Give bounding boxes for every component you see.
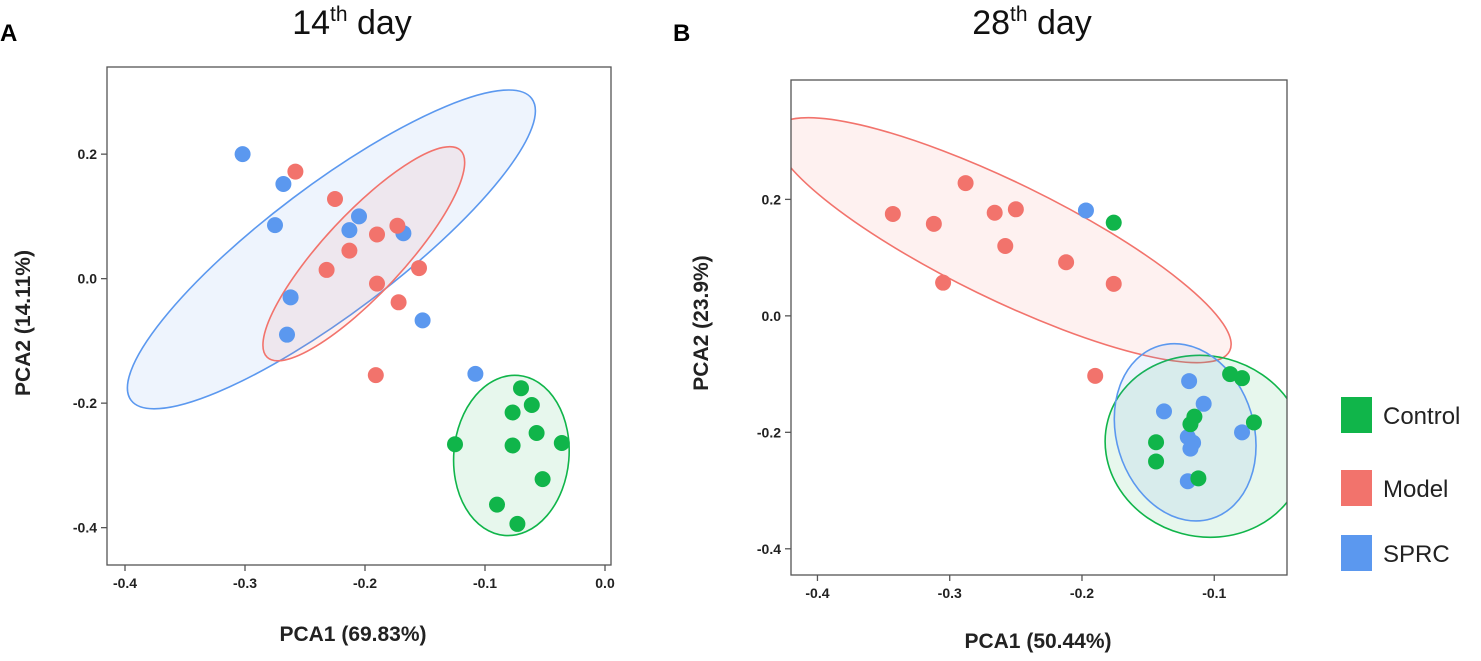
y-tick-label: 0.2 (762, 191, 782, 207)
data-point-model (369, 275, 385, 292)
data-point-sprc (267, 217, 283, 234)
x-tick-label: -0.3 (233, 575, 257, 591)
point-layer (234, 146, 570, 532)
panel-letter: A (0, 20, 17, 47)
legend-swatch-sprc (1341, 535, 1372, 571)
legend-label-control: Control (1383, 403, 1460, 430)
y-tick-label: -0.4 (757, 541, 781, 557)
y-tick-label: 0.2 (78, 146, 98, 162)
data-point-model (1105, 275, 1122, 292)
data-point-model (287, 163, 304, 180)
confidence-ellipse-model (262, 145, 466, 362)
data-point-sprc (1182, 440, 1199, 457)
data-point-control (513, 380, 529, 397)
data-point-model (411, 260, 427, 277)
data-point-control (509, 515, 526, 532)
data-point-sprc (282, 289, 299, 306)
data-point-control (447, 436, 463, 453)
y-axis-label: PCA2 (14.11%) (12, 250, 35, 396)
confidence-ellipse-control (1104, 354, 1287, 539)
data-point-sprc (275, 176, 292, 193)
y-tick-label: -0.4 (73, 520, 97, 536)
data-point-control (1105, 214, 1122, 231)
data-point-sprc (341, 222, 358, 239)
point-layer (884, 175, 1262, 490)
ellipse-layer (791, 116, 1287, 539)
data-point-model (390, 294, 407, 311)
y-axis-label: PCA2 (23.9%) (690, 255, 713, 390)
confidence-ellipse-sprc (126, 89, 537, 410)
data-point-sprc (1234, 424, 1251, 441)
data-point-sprc (467, 365, 484, 382)
x-tick-label: -0.1 (1202, 585, 1226, 601)
data-point-sprc (351, 208, 367, 225)
panel-letter: B (673, 20, 690, 47)
x-tick-label: -0.3 (938, 585, 962, 601)
data-point-control (1182, 416, 1199, 433)
chart-panel-b: B 28th day -0.4 -0.3 -0.2 -0.1 0.2 0.0 -0.2 -0.4 P… (673, 3, 1288, 653)
data-point-control (528, 425, 545, 442)
ellipse-layer (126, 89, 571, 537)
data-point-sprc (1195, 395, 1212, 412)
data-point-control (553, 434, 570, 451)
data-point-sprc (279, 326, 295, 343)
data-point-control (1245, 414, 1262, 431)
data-point-control (534, 471, 551, 488)
x-tick-label: -0.4 (113, 575, 137, 591)
legend-swatch-control (1341, 397, 1372, 433)
data-point-sprc (1155, 403, 1172, 420)
y-tick-label: 0.0 (762, 308, 782, 324)
x-tick-label: -0.2 (353, 575, 377, 591)
chart-title: 14th day (292, 3, 412, 42)
data-point-control (523, 397, 540, 414)
data-point-control (1148, 453, 1165, 470)
x-axis-label: PCA1 (50.44%) (964, 630, 1111, 653)
data-point-sprc (414, 312, 431, 329)
chart-panel-a: A 14th day -0.4 -0.3 -0.2 -0.1 0.0 0.2 0.0 -0.2 -0… (0, 3, 615, 646)
y-tick-label: -0.2 (757, 424, 781, 440)
data-point-control (504, 437, 521, 454)
data-point-control (1190, 470, 1207, 487)
data-point-control (1148, 434, 1165, 451)
data-point-model (369, 226, 385, 243)
data-point-model (1007, 201, 1024, 218)
legend-label-sprc: SPRC (1383, 541, 1450, 568)
data-point-model (986, 204, 1003, 221)
data-point-control (504, 404, 521, 421)
plot-frame (790, 79, 1288, 576)
legend-label-model: Model (1383, 476, 1448, 503)
data-point-model (318, 261, 335, 278)
x-axis-label: PCA1 (69.83%) (279, 623, 426, 646)
x-tick-label: 0.0 (595, 575, 615, 591)
data-point-control (489, 496, 505, 513)
x-tick-label: -0.4 (805, 585, 829, 601)
data-point-model (884, 205, 901, 222)
data-point-model (997, 237, 1014, 254)
data-point-model (1058, 254, 1075, 271)
data-point-model (1087, 367, 1104, 384)
data-point-sprc (234, 146, 251, 163)
data-point-sprc (1181, 373, 1198, 390)
data-point-sprc (1077, 202, 1094, 219)
data-point-model (327, 190, 343, 207)
x-tick-label: -0.2 (1070, 585, 1094, 601)
x-tick-label: -0.1 (473, 575, 497, 591)
chart-title: 28th day (972, 3, 1092, 42)
y-tick-label: 0.0 (78, 271, 98, 287)
y-tick-label: -0.2 (73, 395, 97, 411)
plot-frame (106, 66, 612, 566)
data-point-model (341, 242, 358, 259)
data-point-model (367, 367, 384, 384)
confidence-ellipse-control (452, 374, 571, 537)
legend-swatch-model (1341, 470, 1372, 506)
legend: Control Model SPRC (1341, 397, 1460, 571)
data-point-model (957, 175, 974, 192)
data-point-model (935, 274, 952, 291)
data-point-model (389, 217, 406, 234)
data-point-model (925, 215, 942, 232)
data-point-control (1234, 370, 1251, 387)
